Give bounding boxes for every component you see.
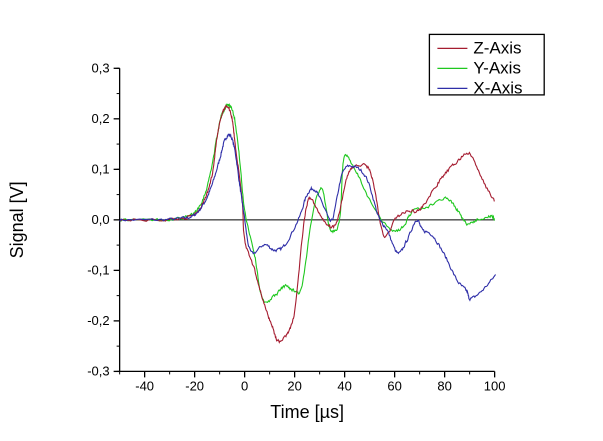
svg-text:60: 60: [387, 378, 401, 393]
svg-text:-40: -40: [135, 378, 154, 393]
svg-text:40: 40: [337, 378, 351, 393]
svg-text:80: 80: [437, 378, 451, 393]
svg-text:0,3: 0,3: [92, 60, 110, 75]
svg-text:Z-Axis: Z-Axis: [473, 38, 521, 57]
svg-text:-20: -20: [185, 378, 204, 393]
svg-text:100: 100: [484, 378, 506, 393]
svg-text:-0,1: -0,1: [87, 262, 109, 277]
svg-text:Signal [V]: Signal [V]: [7, 181, 27, 258]
svg-text:X-Axis: X-Axis: [473, 78, 522, 97]
svg-text:20: 20: [287, 378, 301, 393]
svg-text:-0,3: -0,3: [87, 363, 109, 378]
svg-text:0,2: 0,2: [92, 111, 110, 126]
svg-text:Y-Axis: Y-Axis: [473, 58, 521, 77]
svg-text:Time [µs]: Time [µs]: [270, 402, 344, 422]
svg-text:-0,2: -0,2: [87, 313, 109, 328]
svg-text:0: 0: [241, 378, 248, 393]
svg-text:0,0: 0,0: [92, 212, 110, 227]
svg-text:0,1: 0,1: [92, 161, 110, 176]
